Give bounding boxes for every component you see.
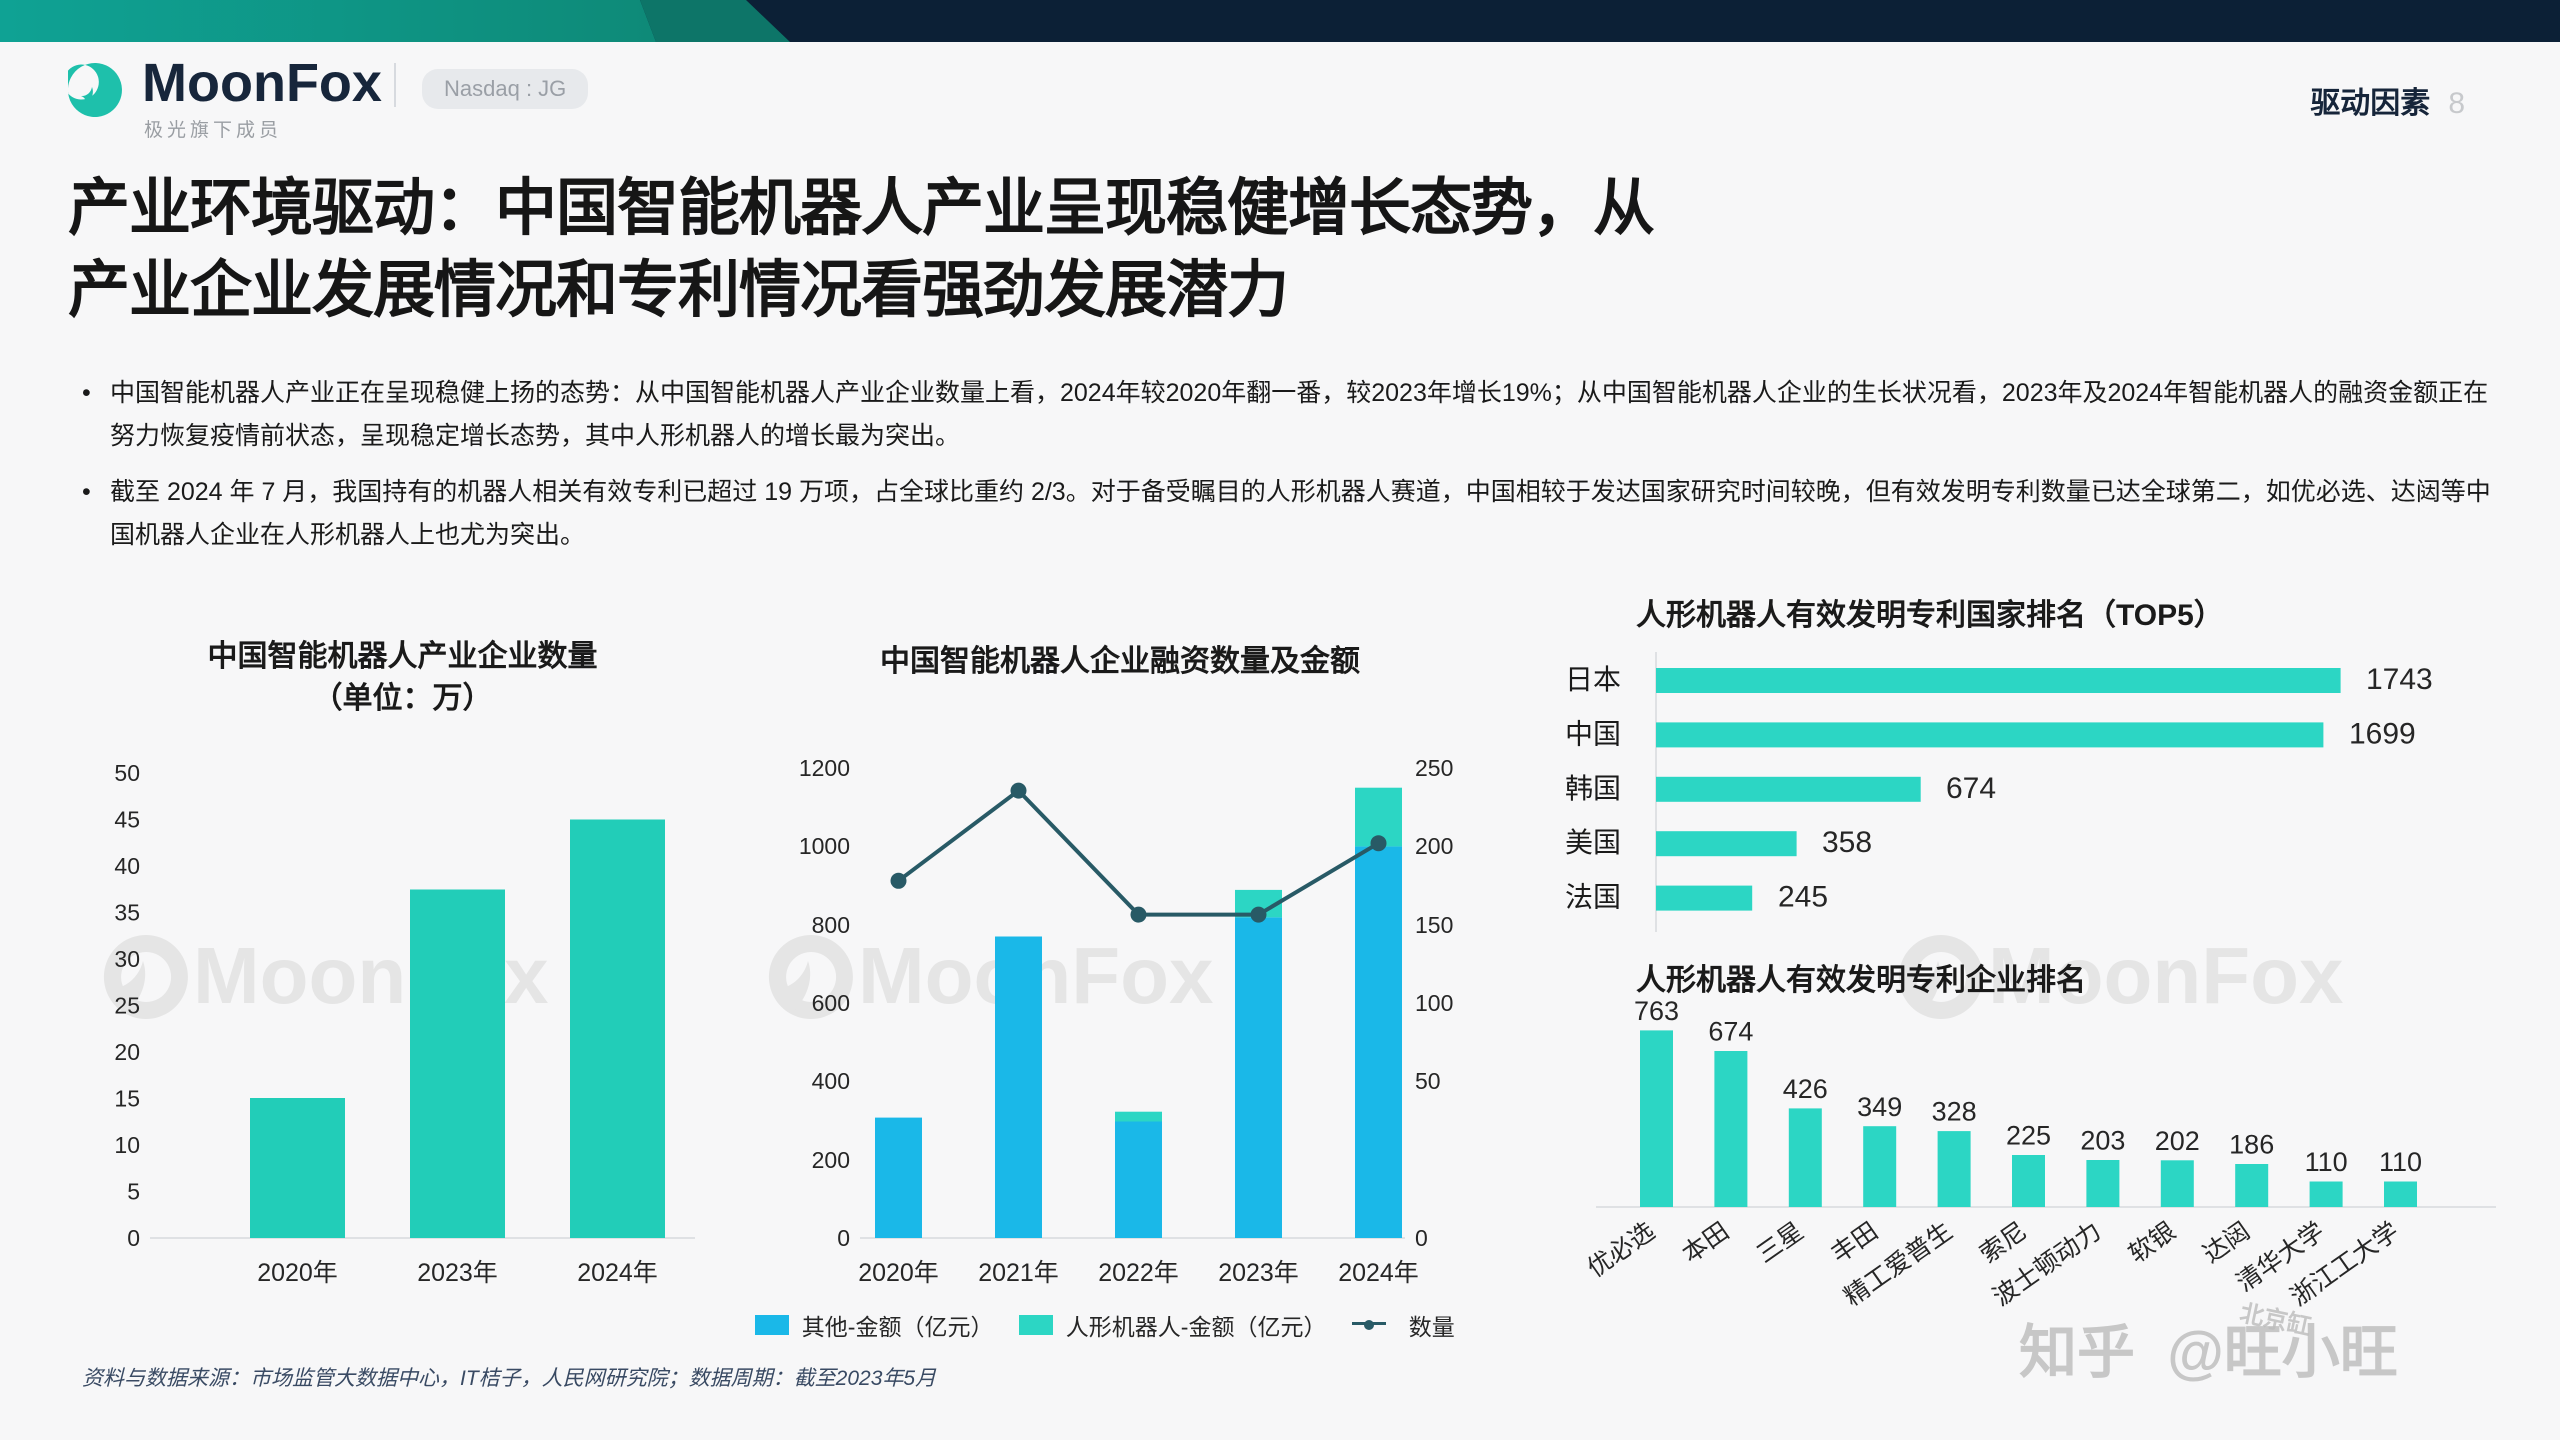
svg-text:30: 30 bbox=[114, 946, 140, 972]
svg-text:245: 245 bbox=[1778, 881, 1828, 914]
svg-text:763: 763 bbox=[1634, 996, 1679, 1026]
svg-text:2024年: 2024年 bbox=[1338, 1259, 1419, 1287]
svg-text:203: 203 bbox=[2080, 1126, 2125, 1156]
svg-text:349: 349 bbox=[1857, 1092, 1902, 1122]
svg-text:40: 40 bbox=[114, 853, 140, 879]
svg-text:674: 674 bbox=[1708, 1017, 1753, 1047]
svg-text:1699: 1699 bbox=[2349, 717, 2416, 750]
svg-text:45: 45 bbox=[114, 807, 140, 833]
svg-text:三星: 三星 bbox=[1752, 1217, 1809, 1269]
svg-text:600: 600 bbox=[812, 990, 850, 1016]
svg-text:0: 0 bbox=[837, 1225, 850, 1251]
svg-text:1743: 1743 bbox=[2366, 663, 2433, 696]
svg-text:丰田: 丰田 bbox=[1826, 1217, 1883, 1269]
svg-text:358: 358 bbox=[1822, 826, 1872, 859]
svg-text:索尼: 索尼 bbox=[1975, 1217, 2032, 1269]
svg-text:110: 110 bbox=[2305, 1147, 2348, 1177]
svg-text:优必选: 优必选 bbox=[1582, 1217, 1660, 1283]
svg-text:2023年: 2023年 bbox=[1218, 1259, 1299, 1287]
svg-text:110: 110 bbox=[2379, 1147, 2422, 1177]
svg-text:400: 400 bbox=[812, 1068, 850, 1094]
svg-text:2024年: 2024年 bbox=[577, 1259, 658, 1287]
svg-text:15: 15 bbox=[114, 1086, 140, 1112]
svg-text:100: 100 bbox=[1415, 990, 1453, 1016]
svg-text:328: 328 bbox=[1932, 1097, 1977, 1127]
svg-text:225: 225 bbox=[2006, 1121, 2051, 1151]
svg-text:186: 186 bbox=[2229, 1130, 2274, 1160]
svg-text:1200: 1200 bbox=[799, 755, 850, 781]
svg-text:202: 202 bbox=[2155, 1126, 2200, 1156]
svg-text:2021年: 2021年 bbox=[978, 1259, 1059, 1287]
svg-text:达闼: 达闼 bbox=[2198, 1217, 2255, 1269]
svg-text:2020年: 2020年 bbox=[858, 1259, 939, 1287]
svg-text:2020年: 2020年 bbox=[257, 1259, 338, 1287]
svg-text:软银: 软银 bbox=[2124, 1217, 2181, 1269]
svg-text:35: 35 bbox=[114, 900, 140, 926]
svg-text:韩国: 韩国 bbox=[1565, 773, 1621, 804]
svg-text:0: 0 bbox=[127, 1225, 140, 1251]
svg-text:200: 200 bbox=[1415, 833, 1453, 859]
svg-text:50: 50 bbox=[114, 760, 140, 786]
svg-text:日本: 日本 bbox=[1565, 664, 1621, 695]
svg-text:10: 10 bbox=[114, 1132, 140, 1158]
svg-text:800: 800 bbox=[812, 912, 850, 938]
svg-text:2023年: 2023年 bbox=[417, 1259, 498, 1287]
svg-text:美国: 美国 bbox=[1565, 827, 1621, 858]
svg-text:25: 25 bbox=[114, 993, 140, 1019]
svg-text:法国: 法国 bbox=[1565, 882, 1621, 913]
svg-text:426: 426 bbox=[1783, 1074, 1828, 1104]
svg-text:中国: 中国 bbox=[1565, 718, 1621, 749]
svg-text:5: 5 bbox=[127, 1179, 140, 1205]
svg-text:本田: 本田 bbox=[1677, 1217, 1734, 1269]
svg-text:2022年: 2022年 bbox=[1098, 1259, 1179, 1287]
svg-text:20: 20 bbox=[114, 1039, 140, 1065]
svg-text:674: 674 bbox=[1946, 772, 1996, 805]
svg-text:250: 250 bbox=[1415, 755, 1453, 781]
svg-text:50: 50 bbox=[1415, 1068, 1441, 1094]
svg-text:0: 0 bbox=[1415, 1225, 1428, 1251]
svg-text:150: 150 bbox=[1415, 912, 1453, 938]
svg-text:200: 200 bbox=[812, 1147, 850, 1173]
svg-text:1000: 1000 bbox=[799, 833, 850, 859]
